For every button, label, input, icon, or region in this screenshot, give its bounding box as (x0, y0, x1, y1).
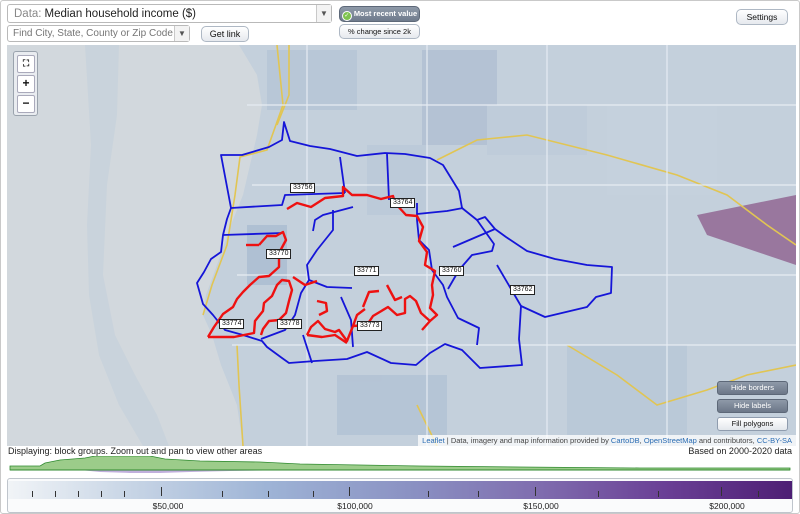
attribution-tail: and contributors, (696, 436, 757, 445)
zoom-in-button[interactable]: + (17, 75, 35, 93)
data-select[interactable]: Data: Median household income ($) ▼ (7, 4, 332, 23)
legend-tick (758, 491, 759, 497)
percent-change-button[interactable]: % change since 2k (339, 24, 420, 39)
legend-tick (428, 491, 429, 497)
legend-tick (658, 491, 659, 497)
displaying-text: Displaying: block groups. Zoom out and p… (8, 446, 263, 456)
barrier-island (85, 45, 169, 446)
check-icon: ✓ (341, 11, 352, 21)
legend-tick (55, 491, 56, 497)
most-recent-label: Most recent value (353, 9, 418, 18)
zip-borders-red (206, 185, 439, 344)
zoom-out-button[interactable]: − (17, 95, 35, 113)
fullscreen-icon[interactable]: ⛶ (17, 55, 35, 73)
highlight-region (697, 195, 796, 265)
legend-tick (598, 491, 599, 497)
license-link[interactable]: CC-BY-SA (756, 436, 792, 445)
legend-label-50k: $50,000 (152, 501, 184, 511)
legend-label-100k: $100,000 (337, 501, 373, 511)
legend-tick (222, 491, 223, 497)
cartodb-link[interactable]: CartoDB (610, 436, 640, 445)
legend-tick (349, 487, 350, 496)
zip-label[interactable]: 33760 (439, 266, 465, 276)
based-on-text: Based on 2000-2020 data (688, 446, 792, 456)
legend: $50,000 $100,000 $150,000 $200,000 (0, 456, 800, 514)
histogram-purple-series (40, 470, 300, 473)
osm-link[interactable]: OpenStreetMap (643, 436, 697, 445)
chevron-down-icon[interactable]: ▼ (316, 5, 331, 22)
legend-tick (313, 491, 314, 497)
zip-label[interactable]: 33756 (290, 183, 316, 193)
leaflet-link[interactable]: Leaflet (422, 436, 445, 445)
map-attribution: Leaflet | Data, imagery and map informat… (418, 435, 796, 446)
search-input[interactable] (8, 26, 178, 41)
map-canvas (85, 45, 796, 446)
attribution-text: | Data, imagery and map information prov… (444, 436, 611, 445)
attribution-sep: , (639, 436, 644, 445)
legend-tick (101, 491, 102, 497)
legend-tick (161, 487, 162, 496)
zip-label[interactable]: 33773 (357, 321, 383, 331)
data-value: Median household income ($) (44, 8, 197, 20)
zip-label[interactable]: 33762 (510, 285, 536, 295)
histogram-green-series (9, 456, 791, 471)
map-view[interactable]: 33756 33764 33770 33771 33760 33762 3377… (7, 45, 796, 446)
legend-tick (78, 491, 79, 497)
data-prefix: Data: (14, 8, 42, 20)
zoom-controls: ⛶ + − (13, 51, 38, 116)
hide-borders-button[interactable]: Hide borders (717, 381, 788, 395)
hide-labels-button[interactable]: Hide labels (717, 399, 788, 413)
legend-tick (478, 491, 479, 497)
zip-label[interactable]: 33770 (266, 249, 292, 259)
legend-tick (721, 487, 722, 496)
get-link-button[interactable]: Get link (201, 26, 249, 42)
color-ramp (8, 481, 792, 499)
fill-polygons-button[interactable]: Fill polygons (717, 417, 788, 431)
roads (232, 45, 796, 446)
zip-label[interactable]: 33771 (354, 266, 380, 276)
zip-borders-blue (196, 121, 613, 369)
search-field[interactable]: ▼ (7, 25, 190, 42)
search-dropdown-icon[interactable]: ▼ (174, 26, 189, 41)
legend-scale[interactable]: $50,000 $100,000 $150,000 $200,000 (7, 478, 793, 513)
county-lines (202, 45, 796, 446)
zip-label[interactable]: 33764 (390, 198, 416, 208)
settings-button[interactable]: Settings (736, 9, 788, 25)
zip-label[interactable]: 33774 (219, 319, 245, 329)
legend-tick (535, 487, 536, 496)
zip-label[interactable]: 33778 (277, 319, 303, 329)
legend-label-200k: $200,000 (709, 501, 745, 511)
most-recent-button[interactable]: ✓ Most recent value (339, 6, 420, 22)
legend-tick (268, 491, 269, 497)
legend-label-150k: $150,000 (523, 501, 559, 511)
histogram (9, 456, 791, 473)
legend-tick (124, 491, 125, 497)
legend-tick (32, 491, 33, 497)
